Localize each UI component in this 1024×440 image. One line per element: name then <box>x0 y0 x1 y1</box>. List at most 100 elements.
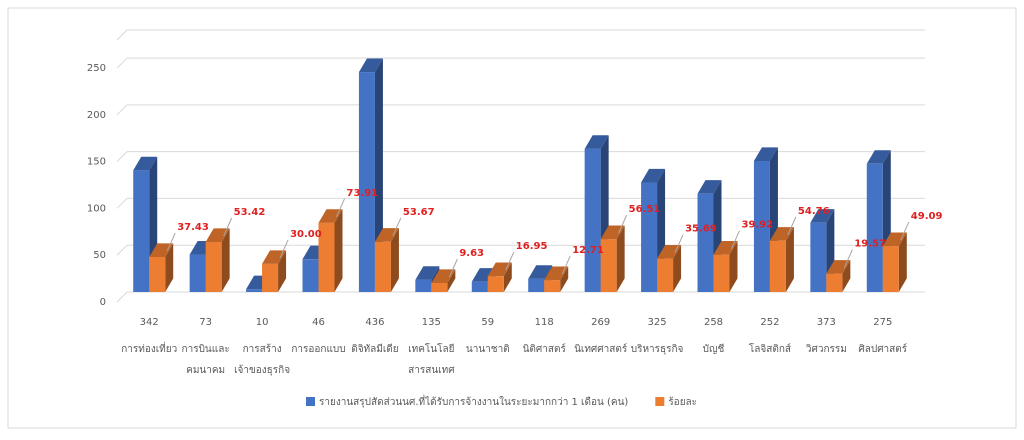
leader-line <box>448 258 458 278</box>
bar-top <box>697 180 722 194</box>
bar-top <box>882 232 907 247</box>
value-label: 12.71 <box>572 245 604 256</box>
leader-line <box>279 239 289 259</box>
value-label: 9.63 <box>459 248 484 259</box>
bar <box>528 278 545 292</box>
leader-line <box>731 230 740 249</box>
bar-top <box>657 245 682 259</box>
bar <box>753 161 770 292</box>
bar-top <box>358 58 383 73</box>
bar-top <box>826 260 851 274</box>
bar <box>246 289 263 292</box>
x-tick-label: 269 <box>591 317 610 328</box>
bar-side <box>616 225 625 292</box>
x-tick-label: การสร้าง <box>243 343 282 355</box>
x-tick-label: บริหารธุรกิจ <box>631 344 684 355</box>
x-tick-label: 252 <box>760 317 779 328</box>
x-tick-label: โลจิสติกส์ <box>749 342 791 355</box>
leader-line <box>843 249 853 268</box>
bar-top <box>318 209 343 223</box>
leader-line <box>561 255 571 275</box>
bar <box>584 148 601 292</box>
leader-line <box>787 216 797 235</box>
bar <box>318 222 335 292</box>
value-label: 30.00 <box>290 229 322 240</box>
bar <box>133 170 150 292</box>
x-tick-label: นิติศาสตร์ <box>523 343 567 355</box>
bar-side <box>503 262 512 292</box>
value-label: 73.91 <box>347 188 379 199</box>
bar <box>262 263 279 292</box>
bar <box>487 276 504 292</box>
value-label: 53.67 <box>403 207 435 218</box>
bar-top <box>866 150 891 164</box>
x-tick-label: 10 <box>256 317 269 328</box>
bar-side <box>898 232 907 292</box>
bar <box>769 240 786 292</box>
x-tick-label: 73 <box>199 317 212 328</box>
bar-top <box>415 266 440 280</box>
y-tick-label: 100 <box>87 203 106 214</box>
bar-top <box>133 156 158 171</box>
bar <box>415 279 432 292</box>
x-tick-label: การออกแบบ <box>291 344 345 355</box>
x-tick-label: สารสนเทศ <box>408 365 455 376</box>
value-label: 54.76 <box>798 206 830 217</box>
bar <box>657 258 674 292</box>
bar-side <box>390 228 399 292</box>
grid-line <box>116 151 925 162</box>
leader-line <box>166 232 176 252</box>
bar-top <box>713 241 738 255</box>
bar-top <box>810 209 835 223</box>
grid-line <box>116 29 925 41</box>
leader-line <box>223 217 233 237</box>
bar <box>697 193 714 292</box>
legend-swatch <box>655 397 665 406</box>
bar-side <box>842 260 851 292</box>
leader-line <box>674 234 684 253</box>
bar-top <box>374 228 399 242</box>
bar <box>149 256 166 292</box>
x-tick-label: การบินและ <box>182 344 230 355</box>
bar-side <box>729 241 738 292</box>
leader-line <box>618 214 628 234</box>
bar <box>882 246 899 292</box>
bar-side <box>785 227 794 292</box>
x-tick-label: 275 <box>873 317 892 328</box>
grid-line <box>116 57 925 69</box>
bar <box>431 282 448 292</box>
bar-side <box>334 209 343 292</box>
bar-top <box>584 135 609 149</box>
x-tick-label: 436 <box>365 317 384 328</box>
bar-side <box>221 228 230 292</box>
y-tick-label: 50 <box>93 250 106 261</box>
leader-line <box>392 217 402 236</box>
x-tick-label: 46 <box>312 317 325 328</box>
bar <box>810 222 827 292</box>
bar-side <box>673 245 682 292</box>
bar <box>358 72 375 292</box>
bar-top <box>487 262 512 277</box>
leader-line <box>900 221 910 241</box>
bar <box>713 254 730 292</box>
value-label: 39.92 <box>742 220 774 231</box>
legend-swatch <box>306 397 315 406</box>
bar-top <box>769 227 794 241</box>
x-tick-label: ศิลปศาสตร์ <box>858 343 907 355</box>
value-label: 19.57 <box>854 239 886 250</box>
leader-line <box>505 251 515 271</box>
y-tick-label: 200 <box>87 110 106 121</box>
bar-side <box>278 250 287 292</box>
value-label: 56.51 <box>629 204 661 215</box>
x-tick-label: เจ้าของธุรกิจ <box>234 364 290 376</box>
bar <box>826 273 843 292</box>
bar <box>544 280 561 292</box>
x-tick-label: วิศวกรรม <box>805 344 846 355</box>
bar <box>302 259 319 292</box>
bar-side <box>165 243 174 292</box>
x-tick-label: คมนาคม <box>186 365 225 376</box>
value-label: 16.95 <box>516 241 548 252</box>
x-tick-label: 342 <box>140 317 159 328</box>
y-tick-label: 250 <box>87 63 106 74</box>
bar-top <box>641 168 666 183</box>
